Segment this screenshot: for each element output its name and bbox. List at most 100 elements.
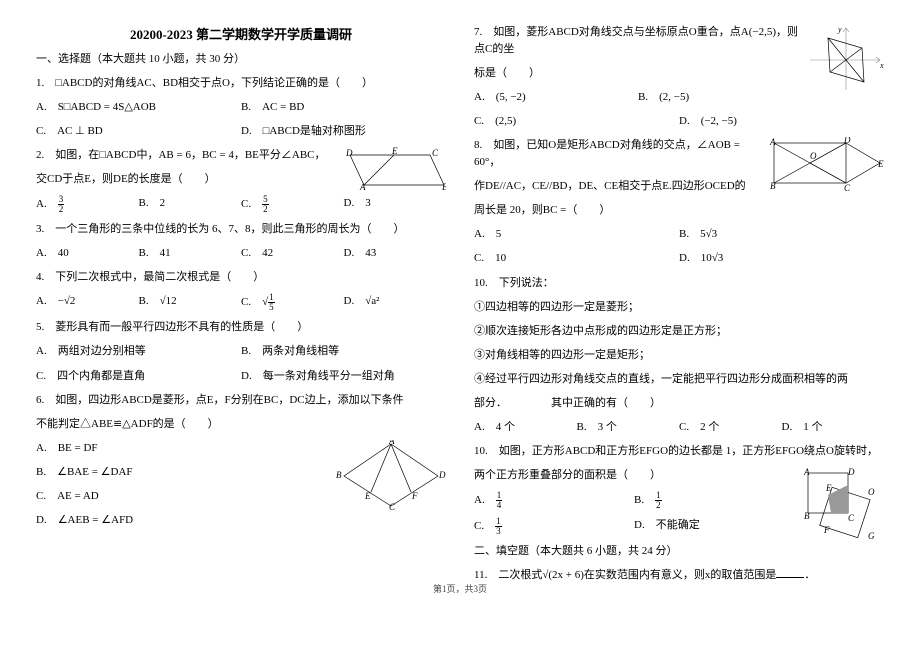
q6-d-opt: D. ∠AEB = ∠AFD — [36, 512, 446, 529]
svg-text:A: A — [359, 182, 366, 191]
q8-figure: A D B C O E — [768, 137, 884, 193]
q5-a: A. 两组对边分别相等 — [36, 343, 241, 360]
svg-text:G: G — [868, 531, 875, 541]
q11h: 10. 如图，正方形ABCD和正方形EFGO的边长都是 1，正方形EFGO绕点O… — [474, 443, 884, 460]
q4-a: A. −√2 — [36, 293, 139, 312]
q10a: ①四边相等的四边形一定是菱形； — [474, 299, 884, 316]
q7-opts2: C. (2,5) D. (−2, −5) — [474, 113, 884, 130]
q2-figure: D E C A B — [336, 147, 446, 191]
q10e: 部分． 其中正确的有（ ） — [474, 395, 884, 412]
svg-text:E: E — [825, 483, 832, 493]
q2-d: D. 3 — [344, 195, 447, 214]
svg-text:C: C — [432, 148, 439, 158]
q10-ob: B. 3 个 — [577, 419, 680, 436]
svg-text:D: D — [847, 467, 855, 477]
q10-oc: C. 2 个 — [679, 419, 782, 436]
q8-opts2: C. 10 D. 10√3 — [474, 250, 884, 267]
q6-figure: A B D E C F — [336, 440, 446, 510]
q3-b: B. 41 — [139, 245, 242, 262]
q8-a: A. 5 — [474, 226, 679, 243]
q11-figure: A D B C E O F G — [798, 467, 884, 543]
q8-opts: A. 5 B. 5√3 — [474, 226, 884, 243]
q1-b: B. AC = BD — [241, 99, 446, 116]
q6b: 不能判定△ABE≌△ADF的是（ ） — [36, 416, 446, 433]
q2-c: C. 52 — [241, 195, 344, 214]
q5: 5. 菱形具有而一般平行四边形不具有的性质是（ ） — [36, 319, 446, 336]
q7-opts: A. (5, −2) B. (2, −5) — [474, 89, 802, 106]
q3-d: D. 43 — [344, 245, 447, 262]
svg-text:O: O — [868, 487, 875, 497]
q7-a: A. (5, −2) — [474, 89, 638, 106]
q5-c: C. 四个内角都是直角 — [36, 368, 241, 385]
q11-b: B. 12 — [634, 491, 794, 510]
q11-opts: A. 14 B. 12 — [474, 491, 794, 510]
q5-opts2: C. 四个内角都是直角 D. 每一条对角线平分一组对角 — [36, 368, 446, 385]
svg-text:C: C — [848, 513, 855, 523]
svg-text:E: E — [877, 159, 884, 169]
q10c: ③对角线相等的四边形一定是矩形； — [474, 347, 884, 364]
q1-d: D. □ABCD是轴对称图形 — [241, 123, 446, 140]
q3-a: A. 40 — [36, 245, 139, 262]
q7-c: C. (2,5) — [474, 113, 679, 130]
svg-text:C: C — [389, 502, 396, 510]
q10b: ②顺次连接矩形各边中点形成的四边形定是正方形； — [474, 323, 884, 340]
svg-text:F: F — [823, 525, 830, 535]
q8c: 周长是 20，则BC =（ ） — [474, 202, 884, 219]
q4-d: D. √a² — [344, 293, 447, 312]
page-footer: 第1页，共3页 — [0, 582, 920, 595]
svg-text:B: B — [770, 181, 776, 191]
svg-text:C: C — [844, 183, 851, 193]
q3-opts: A. 40 B. 41 C. 42 D. 43 — [36, 245, 446, 262]
q1: 1. □ABCD的对角线AC、BD相交于点O，下列结论正确的是（ ） — [36, 75, 446, 92]
q10-oa: A. 4 个 — [474, 419, 577, 436]
q7-b: B. (2, −5) — [638, 89, 802, 106]
q1-opts: A. S□ABCD = 4S△AOB B. AC = BD — [36, 99, 446, 116]
q5-d: D. 每一条对角线平分一组对角 — [241, 368, 446, 385]
svg-text:E: E — [364, 491, 371, 501]
svg-text:B: B — [336, 470, 342, 480]
svg-text:B: B — [442, 182, 446, 191]
q10h: 10. 下列说法： — [474, 275, 884, 292]
page-title: 20200-2023 第二学期数学开学质量调研 — [36, 24, 446, 43]
q4-opts: A. −√2 B. √12 C. √15 D. √a² — [36, 293, 446, 312]
q7-d: D. (−2, −5) — [679, 113, 884, 130]
q4: 4. 下列二次根式中，最简二次根式是（ ） — [36, 269, 446, 286]
svg-text:x: x — [879, 61, 884, 70]
section-2: 二、填空题（本大题共 6 小题，共 24 分） — [474, 543, 884, 560]
svg-text:A: A — [769, 137, 776, 147]
q8-c: C. 10 — [474, 250, 679, 267]
q2-opts: A. 32 B. 2 C. 52 D. 3 — [36, 195, 446, 214]
q11-c: C. 13 — [474, 517, 634, 536]
svg-text:E: E — [391, 147, 398, 156]
svg-text:D: D — [843, 137, 851, 145]
q10d: ④经过平行四边形对角线交点的直线，一定能把平行四边形分成面积相等的两 — [474, 371, 884, 388]
q5-opts: A. 两组对边分别相等 B. 两条对角线相等 — [36, 343, 446, 360]
q4-c: C. √15 — [241, 293, 344, 312]
q11-a: A. 14 — [474, 491, 634, 510]
q11-d: D. 不能确定 — [634, 517, 794, 536]
q2-a: A. 32 — [36, 195, 139, 214]
svg-text:A: A — [388, 440, 395, 446]
q6: 6. 如图，四边形ABCD是菱形，点E，F分别在BC，DC边上，添加以下条件 — [36, 392, 446, 409]
svg-text:D: D — [345, 148, 353, 158]
q4-b: B. √12 — [139, 293, 242, 312]
q7-figure: xy — [806, 24, 884, 94]
svg-text:B: B — [804, 511, 810, 521]
q5-b: B. 两条对角线相等 — [241, 343, 446, 360]
q1-opts2: C. AC ⊥ BD D. □ABCD是轴对称图形 — [36, 123, 446, 140]
q1-a: A. S□ABCD = 4S△AOB — [36, 99, 241, 116]
q8-d: D. 10√3 — [679, 250, 884, 267]
q2-b: B. 2 — [139, 195, 242, 214]
q11-opts2: C. 13 D. 不能确定 — [474, 517, 794, 536]
q3: 3. 一个三角形的三条中位线的长为 6、7、8，则此三角形的周长为（ ） — [36, 221, 446, 238]
q10-od: D. 1 个 — [782, 419, 885, 436]
q8-b: B. 5√3 — [679, 226, 884, 243]
svg-text:A: A — [803, 467, 810, 477]
svg-text:y: y — [837, 25, 842, 34]
svg-text:O: O — [810, 151, 817, 161]
q3-c: C. 42 — [241, 245, 344, 262]
svg-text:D: D — [438, 470, 446, 480]
q10-opts: A. 4 个 B. 3 个 C. 2 个 D. 1 个 — [474, 419, 884, 436]
q1-c: C. AC ⊥ BD — [36, 123, 241, 140]
svg-text:F: F — [411, 491, 418, 501]
